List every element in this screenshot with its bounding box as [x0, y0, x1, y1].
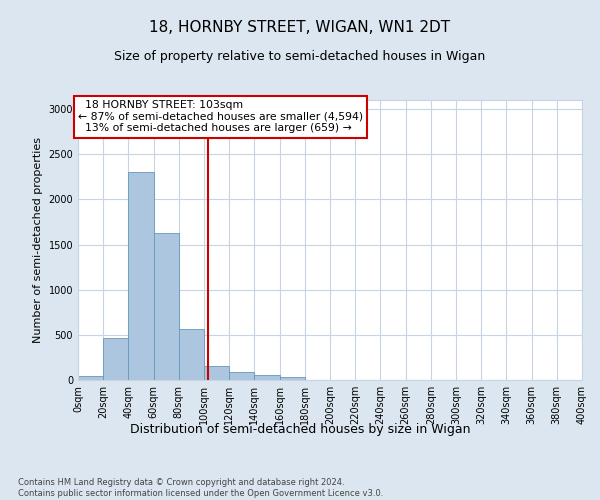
Bar: [229, 372, 254, 380]
Bar: [204, 366, 229, 380]
Text: Distribution of semi-detached houses by size in Wigan: Distribution of semi-detached houses by …: [130, 422, 470, 436]
Bar: [128, 172, 154, 380]
Text: 18, HORNBY STREET, WIGAN, WN1 2DT: 18, HORNBY STREET, WIGAN, WN1 2DT: [149, 20, 451, 35]
Bar: [103, 338, 128, 380]
Text: 18 HORNBY STREET: 103sqm
← 87% of semi-detached houses are smaller (4,594)
  13%: 18 HORNBY STREET: 103sqm ← 87% of semi-d…: [78, 100, 363, 133]
Text: Size of property relative to semi-detached houses in Wigan: Size of property relative to semi-detach…: [115, 50, 485, 63]
Bar: [154, 233, 179, 380]
Bar: [179, 330, 204, 380]
Bar: [254, 375, 280, 380]
Bar: [280, 378, 305, 380]
Bar: [78, 376, 103, 380]
Y-axis label: Number of semi-detached properties: Number of semi-detached properties: [33, 137, 43, 343]
Text: Contains HM Land Registry data © Crown copyright and database right 2024.
Contai: Contains HM Land Registry data © Crown c…: [18, 478, 383, 498]
